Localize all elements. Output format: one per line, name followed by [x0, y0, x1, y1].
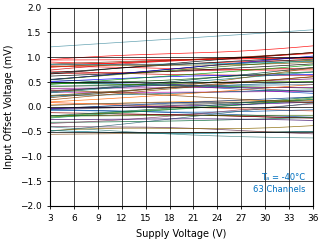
Y-axis label: Input Offset Voltage (mV): Input Offset Voltage (mV) — [4, 44, 14, 169]
Text: Tₐ = -40°C
63 Channels: Tₐ = -40°C 63 Channels — [253, 173, 305, 194]
X-axis label: Supply Voltage (V): Supply Voltage (V) — [136, 229, 227, 239]
